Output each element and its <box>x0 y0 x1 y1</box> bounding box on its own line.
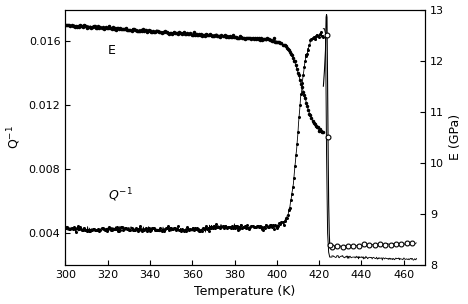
Text: $Q^{-1}$: $Q^{-1}$ <box>108 186 132 204</box>
Text: E: E <box>108 44 116 57</box>
X-axis label: Temperature (K): Temperature (K) <box>195 285 296 299</box>
Y-axis label: E (GPa): E (GPa) <box>449 114 462 160</box>
Y-axis label: Q$^{-1}$: Q$^{-1}$ <box>6 125 23 149</box>
